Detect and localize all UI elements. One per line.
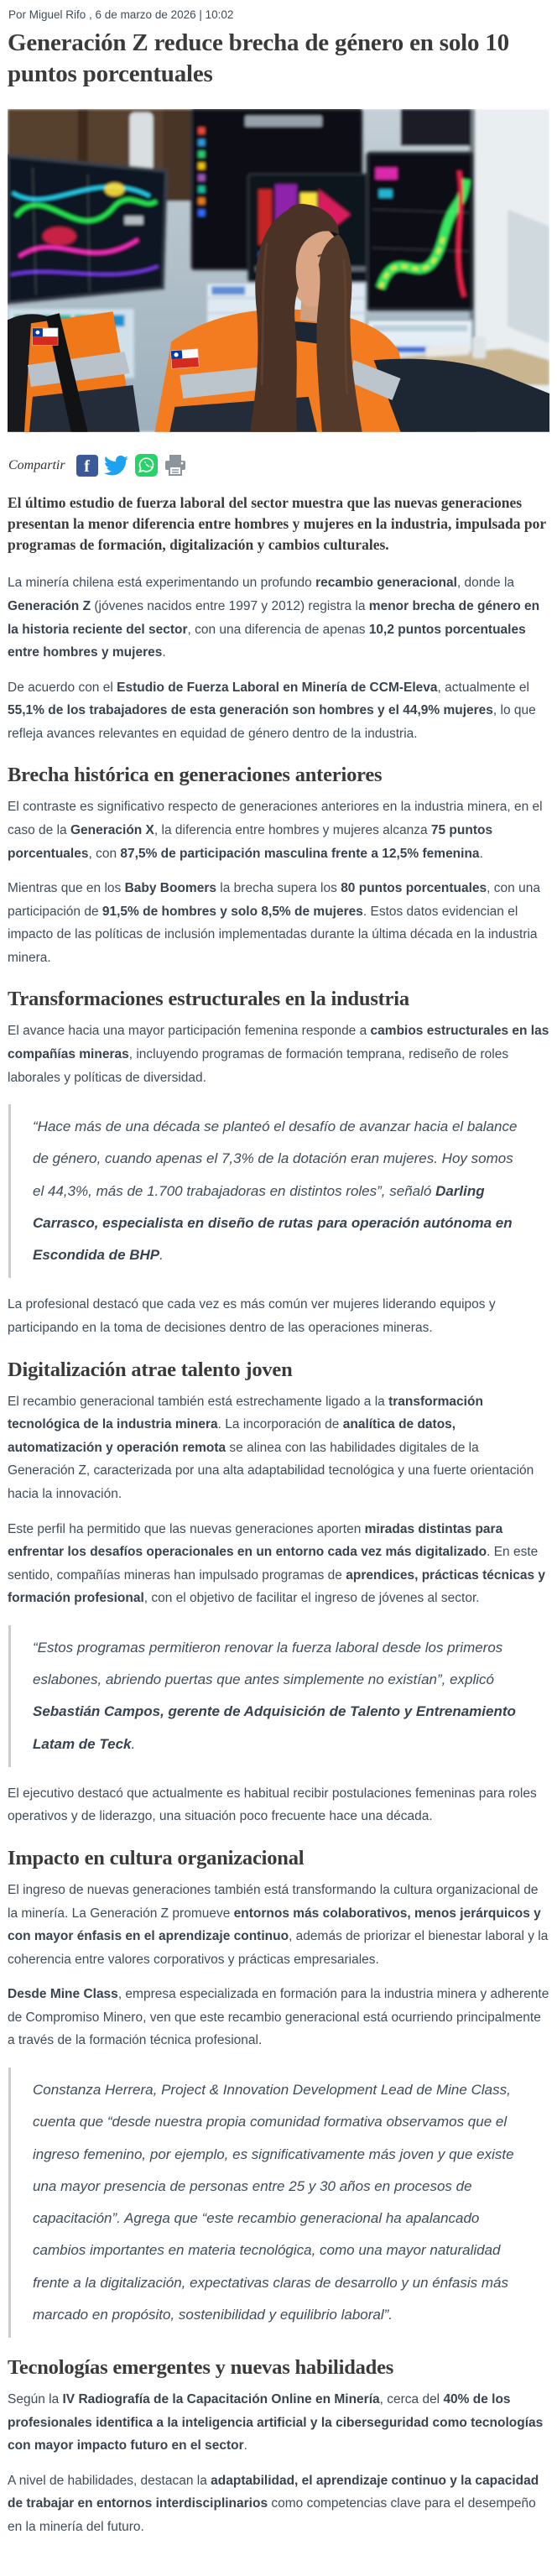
- whatsapp-share-button[interactable]: [134, 454, 158, 477]
- hero-image: [8, 109, 549, 432]
- article-paragraph: Desde Mine Class, empresa especializada …: [8, 1987, 549, 2048]
- byline: Por Miguel Rifo , 6 de marzo de 2026 | 1…: [8, 8, 234, 21]
- pull-quote: “Hace más de una década se planteó el de…: [8, 1104, 526, 1279]
- article-paragraph: El contraste es significativo respecto d…: [8, 800, 543, 861]
- pull-quote-text: “Estos programas permitieron renovar la …: [33, 1639, 516, 1752]
- page-title: Generación Z reduce brecha de género en …: [8, 29, 509, 87]
- article-paragraph: El recambio generacional también está es…: [8, 1394, 534, 1501]
- article-body: La minería chilena está experimentando u…: [8, 571, 549, 2538]
- article: El último estudio de fuerza laboral del …: [8, 493, 549, 2539]
- section-heading: Impacto en cultura organizacional: [8, 1846, 305, 1869]
- article-paragraph: De acuerdo con el Estudio de Fuerza Labo…: [8, 680, 536, 741]
- section-heading: Tecnologías emergentes y nuevas habilida…: [8, 2356, 394, 2380]
- article-paragraph: Mientras que en los Baby Boomers la brec…: [8, 881, 540, 965]
- pull-quote-text: Constanza Herrera, Project & Innovation …: [33, 2082, 514, 2323]
- article-paragraph: El ingreso de nuevas generaciones tambié…: [8, 1882, 549, 1967]
- share-bar: Compartir f: [8, 454, 549, 477]
- article-lead: El último estudio de fuerza laboral del …: [8, 493, 546, 553]
- print-button[interactable]: [164, 454, 187, 477]
- pull-quote: “Estos programas permitieron renovar la …: [8, 1624, 526, 1767]
- twitter-share-button[interactable]: [103, 455, 129, 477]
- article-paragraph: La minería chilena está experimentando u…: [8, 576, 540, 660]
- section-heading: Transformaciones estructurales en la ind…: [8, 988, 409, 1011]
- article-paragraph: El ejecutivo destacó que actualmente es …: [8, 1786, 537, 1824]
- pull-quote-text: “Hace más de una década se planteó el de…: [33, 1119, 518, 1264]
- article-paragraph: Según la IV Radiografía de la Capacitaci…: [8, 2392, 544, 2453]
- pull-quote: Constanza Herrera, Project & Innovation …: [8, 2068, 526, 2339]
- chile-flag-patch: [170, 348, 200, 369]
- section-heading: Digitalización atrae talento joven: [8, 1358, 293, 1381]
- article-paragraph: La profesional destacó que cada vez es m…: [8, 1297, 496, 1336]
- share-label: Compartir: [8, 457, 65, 472]
- whatsapp-icon: [134, 454, 158, 477]
- person-left: [8, 311, 140, 432]
- control-room-photo: [8, 109, 549, 432]
- facebook-icon: f: [75, 454, 98, 477]
- article-paragraph: El avance hacia una mayor participación …: [8, 1024, 549, 1085]
- twitter-icon: [103, 455, 128, 476]
- person-center: [154, 203, 549, 432]
- facebook-share-button[interactable]: f: [75, 454, 98, 477]
- article-paragraph: Este perfil ha permitido que las nuevas …: [8, 1521, 546, 1606]
- article-paragraph: A nivel de habilidades, destacan la adap…: [8, 2473, 539, 2534]
- chile-flag-patch: [32, 327, 59, 346]
- print-icon: [164, 455, 185, 477]
- section-heading: Brecha histórica en generaciones anterio…: [8, 764, 383, 787]
